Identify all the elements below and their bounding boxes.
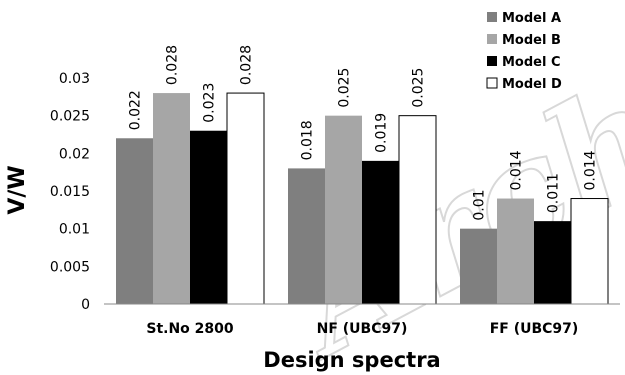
x-category-label: St.No 2800 — [146, 321, 234, 337]
bar-model-b — [153, 93, 190, 304]
legend-label: Model C — [502, 55, 561, 70]
bar-model-b — [497, 198, 534, 304]
x-category-label: NF (UBC97) — [317, 321, 408, 337]
y-tick-label: 0.005 — [50, 259, 90, 275]
legend-label: Model B — [502, 33, 561, 48]
y-tick-label: 0.02 — [59, 146, 90, 162]
legend-swatch — [487, 12, 497, 22]
data-label: 0.01 — [472, 189, 488, 220]
x-category-label: FF (UBC97) — [490, 321, 579, 337]
y-tick-label: 0.015 — [50, 184, 90, 200]
y-axis-title: V/W — [5, 165, 30, 214]
data-label: 0.014 — [583, 150, 599, 190]
x-axis-categories: St.No 2800 NF (UBC97) FF (UBC97) — [146, 321, 578, 337]
bar-model-d — [226, 92, 265, 305]
data-label: 0.023 — [202, 83, 218, 123]
data-label: 0.014 — [509, 150, 525, 190]
data-label: 0.019 — [374, 113, 390, 153]
bar-model-a — [288, 168, 325, 304]
bar-model-a — [460, 228, 497, 304]
data-label: 0.022 — [128, 90, 144, 130]
bar-model-c — [534, 221, 571, 304]
plot-area: 0.022 0.028 0.023 0.028 0.018 0.025 0.019 0.025… — [116, 45, 609, 305]
y-tick-label: 0 — [81, 297, 90, 313]
legend-label: Model A — [502, 11, 561, 26]
y-tick-label: 0.03 — [59, 71, 90, 87]
bar-model-a — [116, 138, 153, 304]
bar-model-d — [570, 198, 609, 305]
data-label: 0.025 — [411, 68, 427, 108]
y-tick-label: 0.01 — [59, 222, 90, 238]
legend: Model A Model B Model C Model D — [486, 11, 562, 92]
data-label: 0.025 — [337, 68, 353, 108]
bar-model-c — [190, 130, 227, 304]
data-label: 0.018 — [300, 120, 316, 160]
legend-label: Model D — [502, 77, 562, 92]
legend-swatch — [487, 34, 497, 44]
x-axis-title: Design spectra — [263, 348, 440, 372]
data-label: 0.028 — [165, 45, 181, 85]
legend-swatch — [486, 77, 498, 89]
data-label: 0.028 — [239, 45, 255, 85]
bar-model-d — [398, 115, 437, 305]
y-axis-ticks: 0 0.005 0.01 0.015 0.02 0.025 0.03 — [50, 71, 90, 313]
bar-model-c — [362, 160, 399, 304]
y-tick-label: 0.025 — [50, 109, 90, 125]
bar-model-b — [325, 115, 362, 305]
data-label: 0.011 — [546, 173, 562, 213]
legend-swatch — [487, 56, 497, 66]
